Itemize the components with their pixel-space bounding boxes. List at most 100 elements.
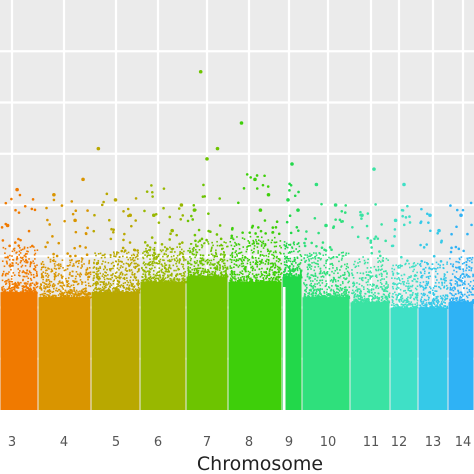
data-point (55, 289, 57, 292)
data-point (11, 250, 14, 253)
data-point (216, 274, 218, 277)
data-point (187, 275, 190, 278)
data-point (148, 267, 151, 270)
data-point (195, 243, 197, 246)
data-point (46, 269, 48, 271)
data-point (104, 271, 106, 273)
data-point (55, 271, 57, 274)
data-point (290, 274, 292, 277)
data-point (472, 288, 474, 290)
data-point (246, 278, 248, 280)
data-point (22, 279, 24, 282)
data-point (61, 277, 63, 279)
data-point (164, 264, 167, 267)
data-point (122, 282, 125, 285)
data-point (152, 277, 155, 280)
data-point (86, 267, 89, 269)
data-point (157, 253, 160, 256)
data-point (416, 292, 419, 295)
data-point (451, 273, 454, 275)
data-point (72, 297, 74, 299)
data-point (103, 290, 106, 292)
data-point (439, 266, 441, 269)
data-point (435, 296, 438, 298)
data-point (51, 284, 54, 286)
data-point (402, 223, 406, 227)
data-point (345, 295, 347, 297)
data-point (314, 275, 317, 277)
data-point (174, 259, 176, 262)
data-point (308, 263, 310, 266)
data-point (106, 277, 108, 280)
data-point (271, 231, 275, 234)
data-point (129, 270, 131, 272)
data-point (323, 291, 325, 294)
data-point (5, 272, 8, 275)
data-point (451, 294, 454, 297)
data-point (66, 264, 69, 267)
data-point (434, 275, 437, 278)
x-tick-label: 7 (203, 435, 211, 450)
data-point (60, 265, 62, 268)
data-point (341, 220, 344, 223)
x-tick-label: 9 (285, 435, 293, 450)
data-point (283, 241, 286, 243)
data-point (460, 280, 463, 283)
data-point (193, 265, 196, 268)
data-point (225, 272, 228, 275)
data-point (343, 211, 347, 214)
data-point (21, 285, 24, 288)
data-point (411, 280, 414, 282)
data-point (151, 195, 154, 198)
data-point (101, 275, 104, 277)
data-point (382, 300, 385, 303)
data-point (260, 274, 263, 277)
data-point (383, 288, 386, 291)
data-point (79, 293, 82, 296)
data-point (117, 251, 120, 254)
data-point (255, 260, 258, 263)
data-point (396, 278, 398, 280)
data-point (304, 279, 307, 282)
data-point (300, 269, 303, 272)
data-point (79, 290, 81, 293)
data-point (396, 272, 399, 274)
data-point (283, 270, 285, 273)
data-point (83, 263, 85, 265)
data-point (347, 294, 349, 296)
data-point (378, 250, 381, 253)
data-point (300, 272, 302, 275)
data-point (205, 238, 208, 242)
data-point (289, 260, 292, 263)
outlier-point (360, 213, 364, 218)
outlier-point (253, 177, 257, 182)
data-point (365, 299, 368, 302)
data-point (176, 254, 179, 257)
data-point (84, 290, 87, 293)
data-point (338, 297, 341, 299)
data-point (112, 251, 115, 254)
data-point (345, 254, 347, 256)
data-point (220, 258, 223, 260)
x-tick-label: 14 (455, 435, 472, 450)
data-point (45, 283, 48, 285)
data-point (356, 272, 359, 274)
data-point (307, 263, 310, 266)
data-point (304, 296, 307, 299)
data-point (166, 255, 169, 258)
data-point (290, 276, 292, 278)
data-point (93, 291, 96, 293)
data-point (303, 282, 305, 284)
outlier-point (402, 182, 406, 187)
data-point (167, 248, 169, 250)
data-point (385, 282, 388, 285)
data-point (233, 272, 236, 275)
data-point (149, 276, 152, 279)
data-point (6, 288, 9, 291)
data-point (95, 284, 98, 286)
data-point (150, 277, 153, 280)
data-point (432, 293, 434, 295)
data-point (397, 265, 399, 268)
data-point (345, 265, 348, 268)
data-point (163, 281, 166, 283)
